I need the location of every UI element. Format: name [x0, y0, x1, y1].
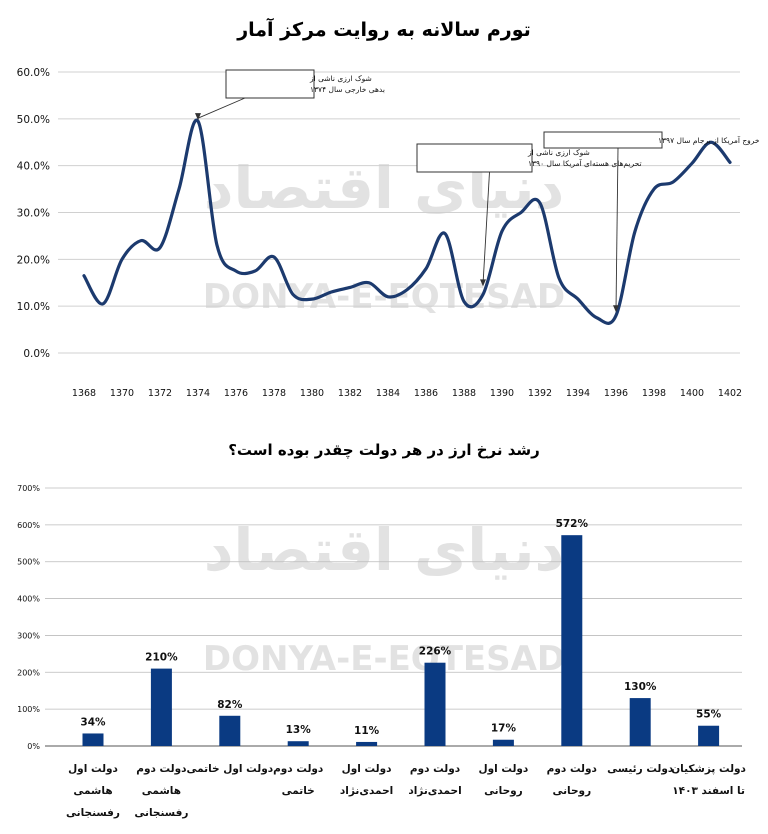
bar-value-label: 13%: [286, 724, 312, 736]
watermark-latin-1: DONYA-E-EQTESAD: [203, 639, 565, 679]
bar: [629, 698, 651, 746]
line-chart: 0.0% 10.0% 20.0% 30.0% 40.0% 50.0% 60.0% 1368 13…: [17, 67, 760, 399]
annotation-pointer: [615, 147, 619, 311]
inflation-series-line: [82, 118, 732, 325]
bar-value-label: 82%: [217, 699, 243, 711]
x-tick-label: 1372: [148, 388, 172, 399]
annotation-box: [416, 143, 533, 173]
category-label: هاشمی: [73, 785, 112, 797]
bar-chart: 0% 100% 200% 300% 400% 500% 600% 700% 34% دولت او…: [17, 484, 746, 819]
y-tick-label: 20.0%: [17, 254, 50, 266]
annotation-text: خروج آمریکا از برجام سال ۱۳۹۷: [658, 135, 760, 145]
bar-value-label: 226%: [419, 646, 452, 658]
category-label: رفسنجانی: [66, 807, 120, 819]
y-tick-label: 300%: [17, 631, 40, 640]
y-tick-label: 10.0%: [17, 301, 50, 313]
x-tick-label: 1376: [224, 388, 248, 399]
x-tick-label: 1380: [300, 388, 324, 399]
y-tick-label: 40.0%: [17, 161, 50, 173]
y-tick-label: 50.0%: [17, 114, 50, 126]
category-label: روحانی: [484, 785, 523, 797]
bar: [287, 741, 309, 746]
category-label: روحانی: [552, 785, 591, 797]
annotation-box: [543, 131, 663, 149]
y-tick-label: 0%: [27, 742, 40, 751]
category-label: رفسنجانی: [134, 807, 188, 819]
bar-value-label: 11%: [354, 725, 380, 737]
category-label: تا اسفند ۱۴۰۳: [672, 785, 745, 797]
x-tick-label: 1396: [604, 388, 628, 399]
x-tick-label: 1374: [186, 388, 210, 399]
bar: [82, 733, 104, 746]
bar: [698, 725, 720, 746]
x-tick-label: 1382: [338, 388, 362, 399]
annotation-arrowhead: [480, 279, 486, 287]
x-tick-label: 1386: [414, 388, 438, 399]
category-label: دولت رئیسی: [607, 763, 674, 775]
x-tick-label: 1398: [642, 388, 666, 399]
annotation-text: بدهی خارجی سال ۱۳۷۴: [310, 85, 385, 94]
bar-value-label: 34%: [80, 716, 106, 728]
x-tick-label: 1388: [452, 388, 476, 399]
category-label: احمدی‌نژاد: [340, 785, 393, 797]
x-tick-label: 1394: [566, 388, 590, 399]
annotation-text: شوک ارزی ناشی از: [527, 148, 590, 157]
x-tick-label: 1384: [376, 388, 400, 399]
x-tick-label: 1390: [490, 388, 514, 399]
watermark-persian-1: دنیای اقتصاد: [204, 516, 565, 584]
category-label: هاشمی: [142, 785, 181, 797]
category-label: دولت اول: [68, 763, 118, 775]
annotation-text: تحریم‌های هسته‌ای آمریکا سال ۱۳۹۰: [528, 158, 642, 168]
annotation-pointer: [197, 97, 246, 119]
bar: [356, 741, 378, 746]
category-label: دولت پزشکیان: [671, 763, 746, 775]
watermark-latin-0: DONYA-E-EQTESAD: [203, 277, 565, 317]
x-tick-label: 1368: [72, 388, 96, 399]
bar: [492, 739, 514, 746]
x-tick-label: 1392: [528, 388, 552, 399]
y-tick-label: 600%: [17, 521, 40, 530]
category-label: دولت دوم: [273, 763, 324, 775]
y-tick-label: 200%: [17, 668, 40, 677]
bar: [150, 668, 172, 746]
annotation-box: [225, 69, 315, 99]
y-tick-label: 700%: [17, 484, 40, 493]
category-label: احمدی‌نژاد: [408, 785, 461, 797]
bar-value-label: 17%: [491, 723, 517, 735]
bar-value-label: 572%: [556, 518, 589, 530]
y-tick-label: 30.0%: [17, 208, 50, 220]
category-label: دولت اول: [478, 763, 528, 775]
category-label: دولت دوم: [547, 763, 598, 775]
x-tick-label: 1370: [110, 388, 134, 399]
y-tick-label: 400%: [17, 595, 40, 604]
annotation-text: شوک ارزی ناشی از: [309, 74, 372, 83]
annotation-arrowhead: [195, 113, 201, 121]
category-label: دولت دوم: [136, 763, 187, 775]
y-tick-label: 0.0%: [23, 348, 50, 360]
annotation-pointer: [482, 171, 490, 285]
category-label: دولت اول خاتمی: [186, 763, 273, 775]
bar: [219, 715, 241, 746]
bar-chart-title: رشد نرخ ارز در هر دولت چقدر بوده است؟: [228, 441, 540, 460]
bar-value-label: 55%: [696, 709, 722, 721]
bar: [424, 662, 446, 746]
bar: [561, 535, 583, 746]
bar-value-label: 130%: [624, 681, 657, 693]
line-chart-title: تورم سالانه به روایت مرکز آمار: [236, 17, 531, 41]
x-tick-label: 1378: [262, 388, 286, 399]
y-tick-label: 500%: [17, 558, 40, 567]
category-label: دولت اول: [342, 763, 392, 775]
category-label: خاتمی: [282, 785, 315, 797]
x-tick-label: 1402: [718, 388, 742, 399]
x-tick-label: 1400: [680, 388, 704, 399]
category-label: دولت دوم: [410, 763, 461, 775]
y-tick-label: 60.0%: [17, 67, 50, 79]
annotation-arrowhead: [613, 305, 619, 313]
bar-value-label: 210%: [145, 652, 178, 664]
y-tick-label: 100%: [17, 705, 40, 714]
